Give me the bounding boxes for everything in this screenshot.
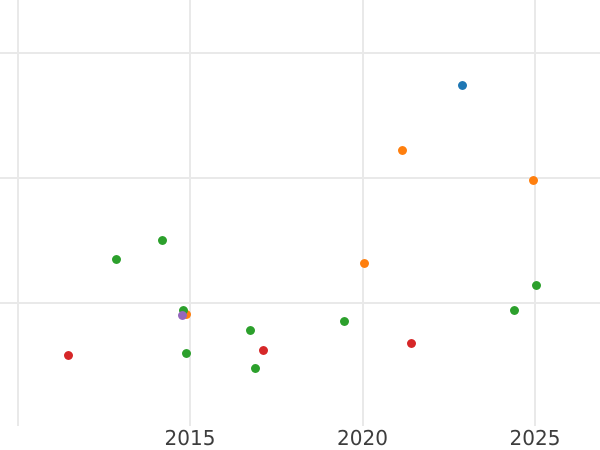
data-point-series-red (64, 351, 74, 360)
data-point-series-red (406, 338, 416, 348)
data-point-series-red (259, 346, 269, 355)
vertical-gridline (361, 0, 364, 426)
data-point-series-green (340, 317, 350, 327)
data-point-series-green (182, 348, 192, 358)
data-point-series-green (178, 306, 188, 315)
x-axis-tick-label: 2015 (164, 426, 216, 450)
data-point-series-blue (458, 81, 468, 90)
vertical-gridline (534, 0, 536, 426)
data-point-series-orange (359, 258, 369, 268)
x-axis-tick-label: 2020 (337, 426, 388, 450)
horizontal-gridline (0, 177, 600, 179)
data-point-series-green (531, 281, 541, 290)
x-axis-tick-label: 2025 (509, 426, 561, 450)
data-point-series-orange (529, 176, 539, 185)
horizontal-gridline (0, 302, 600, 304)
plot-area (0, 0, 600, 426)
horizontal-gridline (0, 52, 600, 54)
vertical-gridline (189, 0, 191, 426)
data-point-series-green (157, 236, 167, 245)
data-point-series-purple (177, 311, 187, 320)
data-point-series-green (510, 306, 520, 315)
vertical-gridline (16, 0, 19, 426)
data-point-series-green (251, 363, 261, 373)
data-point-series-green (112, 254, 122, 264)
data-point-series-green (245, 326, 255, 335)
data-point-series-orange (398, 146, 408, 155)
